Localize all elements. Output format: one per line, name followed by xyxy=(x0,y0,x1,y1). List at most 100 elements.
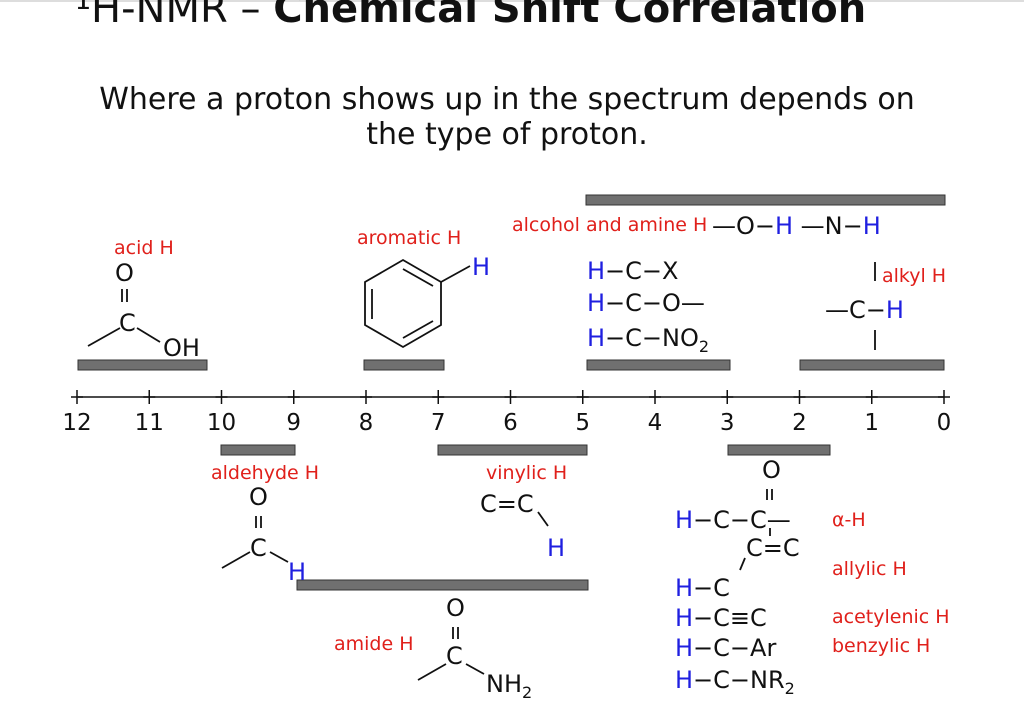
structure: H−C−X xyxy=(587,257,678,285)
structure-part: −C−NR xyxy=(693,666,785,694)
tick-label: 11 xyxy=(135,410,164,436)
label: acid H xyxy=(114,237,174,259)
label: acetylenic H xyxy=(832,606,950,628)
structure: O xyxy=(249,483,268,511)
subtitle-line: Where a proton shows up in the spectrum … xyxy=(99,82,915,117)
structure: OH xyxy=(163,334,200,362)
structure: H−C−NO2 xyxy=(587,324,709,356)
tick-label: 4 xyxy=(648,410,663,436)
structure-part: −C≡C xyxy=(693,604,767,632)
structure: H xyxy=(472,253,490,281)
structure: C=C xyxy=(480,490,534,518)
bonds xyxy=(87,258,876,681)
structure-part: −C−X xyxy=(605,257,678,285)
title: ¹H-NMR – Chemical Shift Correlation xyxy=(75,0,866,32)
structure: H−C−C— xyxy=(675,506,791,534)
title-main: Chemical Shift Correlation xyxy=(273,0,866,32)
structure-part: —O− xyxy=(712,212,775,240)
structure: H xyxy=(547,534,565,562)
structure-part: H xyxy=(472,253,490,281)
structure: O xyxy=(446,594,465,622)
tick-label: 10 xyxy=(207,410,236,436)
structure-part: —N− xyxy=(793,212,863,240)
bond xyxy=(417,663,447,681)
structure-part: O xyxy=(115,259,134,287)
tick-label: 12 xyxy=(62,410,91,436)
label: amide H xyxy=(334,633,414,655)
label: alkyl H xyxy=(882,265,946,287)
subtitle-line: the type of proton. xyxy=(366,117,648,152)
bond xyxy=(221,551,251,569)
bond xyxy=(402,320,434,339)
structure-part: H xyxy=(675,634,693,662)
structure: O xyxy=(762,456,781,484)
range-bar xyxy=(586,359,731,371)
structure: H xyxy=(288,558,306,586)
range-bar xyxy=(437,444,588,456)
structure-part: H xyxy=(587,289,605,317)
label: alcohol and amine H xyxy=(512,214,707,236)
tick-label: 5 xyxy=(575,410,590,436)
label: vinylic H xyxy=(486,462,567,484)
structure: H−C−Ar xyxy=(675,634,776,662)
structure-part: OH xyxy=(163,334,200,362)
structure-part: O xyxy=(446,594,465,622)
structure-part: H xyxy=(547,534,565,562)
structure-part: H xyxy=(863,212,881,240)
structure-part: −C−NO xyxy=(605,324,699,352)
tick-label: 1 xyxy=(864,410,879,436)
range-bar xyxy=(77,359,208,371)
tick-label: 9 xyxy=(286,410,301,436)
structure-part: −C xyxy=(693,574,730,602)
bond xyxy=(465,663,485,675)
bond xyxy=(269,551,289,563)
tick-label: 3 xyxy=(720,410,735,436)
structure: H−C≡C xyxy=(675,604,767,632)
tick-label: 6 xyxy=(503,410,518,436)
structure: H−C xyxy=(675,574,730,602)
structure-part: C xyxy=(250,534,267,562)
bond xyxy=(402,268,434,287)
range-bar xyxy=(727,444,831,456)
structure-part: C=C xyxy=(480,490,534,518)
range-bar xyxy=(799,359,945,371)
tick-label: 2 xyxy=(792,410,807,436)
structure-part: −C−O— xyxy=(605,289,705,317)
benzene-ring xyxy=(364,258,442,349)
structure: O xyxy=(115,259,134,287)
range-bar xyxy=(363,359,445,371)
structure: —O−H —N−H xyxy=(712,212,881,240)
structure-part: H xyxy=(675,506,693,534)
bond xyxy=(87,327,121,347)
structure: C xyxy=(119,309,136,337)
tick-label: 0 xyxy=(937,410,952,436)
structure: H−C−O— xyxy=(587,289,705,317)
structure-part: H xyxy=(675,604,693,632)
bond xyxy=(440,265,471,283)
bond xyxy=(739,557,746,571)
structure-part: O xyxy=(249,483,268,511)
structure-part: H xyxy=(587,324,605,352)
range-bars xyxy=(77,194,946,591)
subscript: 2 xyxy=(522,683,532,702)
bond xyxy=(537,511,549,527)
structure: H−C−NR2 xyxy=(675,666,795,698)
range-bar xyxy=(585,194,946,206)
tick-label: 7 xyxy=(431,410,446,436)
range-bar xyxy=(220,444,296,456)
structure-part: C=C xyxy=(746,534,800,562)
structure-part: NH xyxy=(486,670,522,698)
subscript: 2 xyxy=(785,679,795,698)
structure-part: −C−C— xyxy=(693,506,791,534)
bond xyxy=(136,327,161,343)
structure-part: H xyxy=(886,296,904,324)
structure-part: C xyxy=(119,309,136,337)
structure: —C−H xyxy=(825,296,904,324)
label: benzylic H xyxy=(832,635,930,657)
tick-label: 8 xyxy=(359,410,374,436)
structure-part: −C−Ar xyxy=(693,634,776,662)
label: aromatic H xyxy=(357,227,461,249)
label: α-H xyxy=(832,509,866,531)
structure-part: H xyxy=(775,212,793,240)
